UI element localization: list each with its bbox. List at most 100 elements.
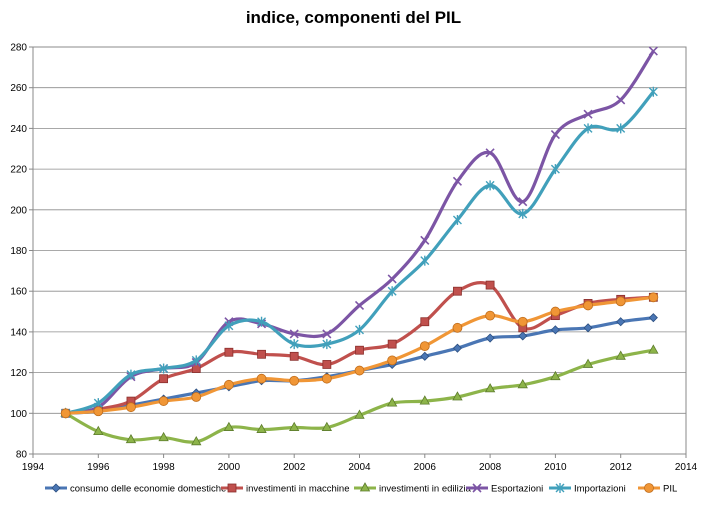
data-point: [615, 350, 626, 360]
y-tick-label: 80: [16, 450, 28, 461]
data-point: [583, 123, 593, 134]
data-point: [321, 373, 332, 384]
data-point: [257, 316, 267, 327]
data-point: [420, 235, 430, 245]
y-tick-label: 260: [10, 83, 27, 94]
series-line: [65, 295, 654, 415]
x-tick-label: 2014: [675, 462, 698, 473]
data-point: [354, 300, 365, 311]
data-point: [257, 349, 266, 359]
legend-item: consumo delle economie domestiche: [45, 483, 226, 495]
legend-label: PIL: [663, 484, 677, 495]
data-point: [224, 347, 234, 357]
legend-label: investimenti in edilizia: [379, 484, 472, 495]
y-tick-label: 120: [10, 368, 27, 379]
data-point: [158, 396, 169, 406]
legend-item: investimenti in macchine: [221, 484, 350, 495]
legend-item: investimenti in edilizia: [354, 482, 472, 495]
data-point: [93, 406, 104, 417]
data-point: [550, 370, 561, 381]
data-point: [60, 408, 71, 419]
data-point: [322, 329, 332, 339]
data-point: [616, 317, 626, 327]
data-point: [386, 397, 398, 407]
data-point: [322, 360, 332, 369]
legend-label: Esportazioni: [491, 484, 543, 495]
legend-marker: [555, 483, 565, 493]
data-point: [289, 351, 299, 361]
data-point: [289, 339, 299, 350]
legend-item: Importazioni: [549, 483, 626, 495]
data-point: [355, 345, 364, 355]
x-tick-label: 2012: [610, 462, 633, 473]
series-investimenti-in-edilizia: [60, 344, 659, 446]
data-point: [289, 329, 299, 339]
data-point: [485, 148, 495, 158]
data-point: [420, 317, 430, 327]
x-tick-label: 1996: [87, 462, 110, 473]
y-tick-label: 100: [10, 409, 27, 420]
data-point: [485, 333, 495, 343]
data-point: [583, 300, 593, 311]
legend-marker: [51, 483, 61, 493]
series-line: [65, 50, 655, 415]
series-pil: [60, 292, 659, 419]
data-point: [256, 373, 267, 384]
data-point: [125, 433, 137, 444]
data-point: [355, 324, 364, 335]
data-point: [256, 423, 267, 433]
data-point: [223, 421, 235, 431]
data-point: [648, 86, 658, 97]
data-point: [322, 339, 332, 350]
series-importazioni: [61, 86, 658, 419]
legend-label: consumo delle economie domestiche: [70, 484, 226, 495]
legend-item: PIL: [638, 483, 677, 495]
data-point: [518, 331, 528, 341]
data-point: [485, 310, 496, 321]
legend-label: investimenti in macchine: [246, 484, 350, 495]
data-point: [289, 421, 300, 431]
data-point: [387, 274, 397, 284]
y-tick-label: 280: [10, 43, 27, 54]
data-point: [420, 255, 430, 266]
y-tick-label: 220: [10, 165, 27, 176]
data-point: [93, 425, 104, 436]
x-tick-label: 2004: [348, 462, 371, 473]
data-point: [453, 286, 462, 296]
legend-marker: [359, 482, 371, 492]
data-point: [582, 358, 594, 368]
x-tick-label: 2008: [479, 462, 502, 473]
x-tick-label: 2000: [218, 462, 241, 473]
data-point: [452, 343, 463, 353]
legend-marker: [644, 483, 654, 493]
data-point: [550, 129, 560, 140]
y-tick-label: 240: [10, 124, 27, 135]
legend-label: Importazioni: [574, 484, 626, 495]
data-point: [159, 374, 169, 384]
data-point: [224, 320, 234, 331]
data-point: [387, 286, 397, 297]
data-point: [223, 379, 234, 390]
series-line: [64, 348, 654, 444]
x-tick-label: 2002: [283, 462, 306, 473]
legend-marker: [227, 483, 237, 493]
data-point: [191, 392, 202, 402]
data-point: [616, 95, 626, 105]
data-point: [387, 339, 397, 349]
data-point: [420, 351, 430, 361]
y-tick-label: 180: [10, 246, 27, 257]
data-point: [518, 208, 528, 219]
data-point: [616, 123, 626, 134]
data-point: [452, 391, 463, 401]
data-point: [191, 355, 201, 366]
legend: consumo delle economie domestiche investi…: [45, 482, 677, 495]
y-tick-label: 160: [10, 287, 27, 298]
chart-title: indice, componenti del PIL: [245, 8, 462, 27]
data-point: [518, 197, 528, 207]
data-point: [321, 421, 333, 431]
data-point: [550, 306, 561, 317]
data-point: [648, 46, 658, 56]
data-point: [484, 383, 496, 393]
